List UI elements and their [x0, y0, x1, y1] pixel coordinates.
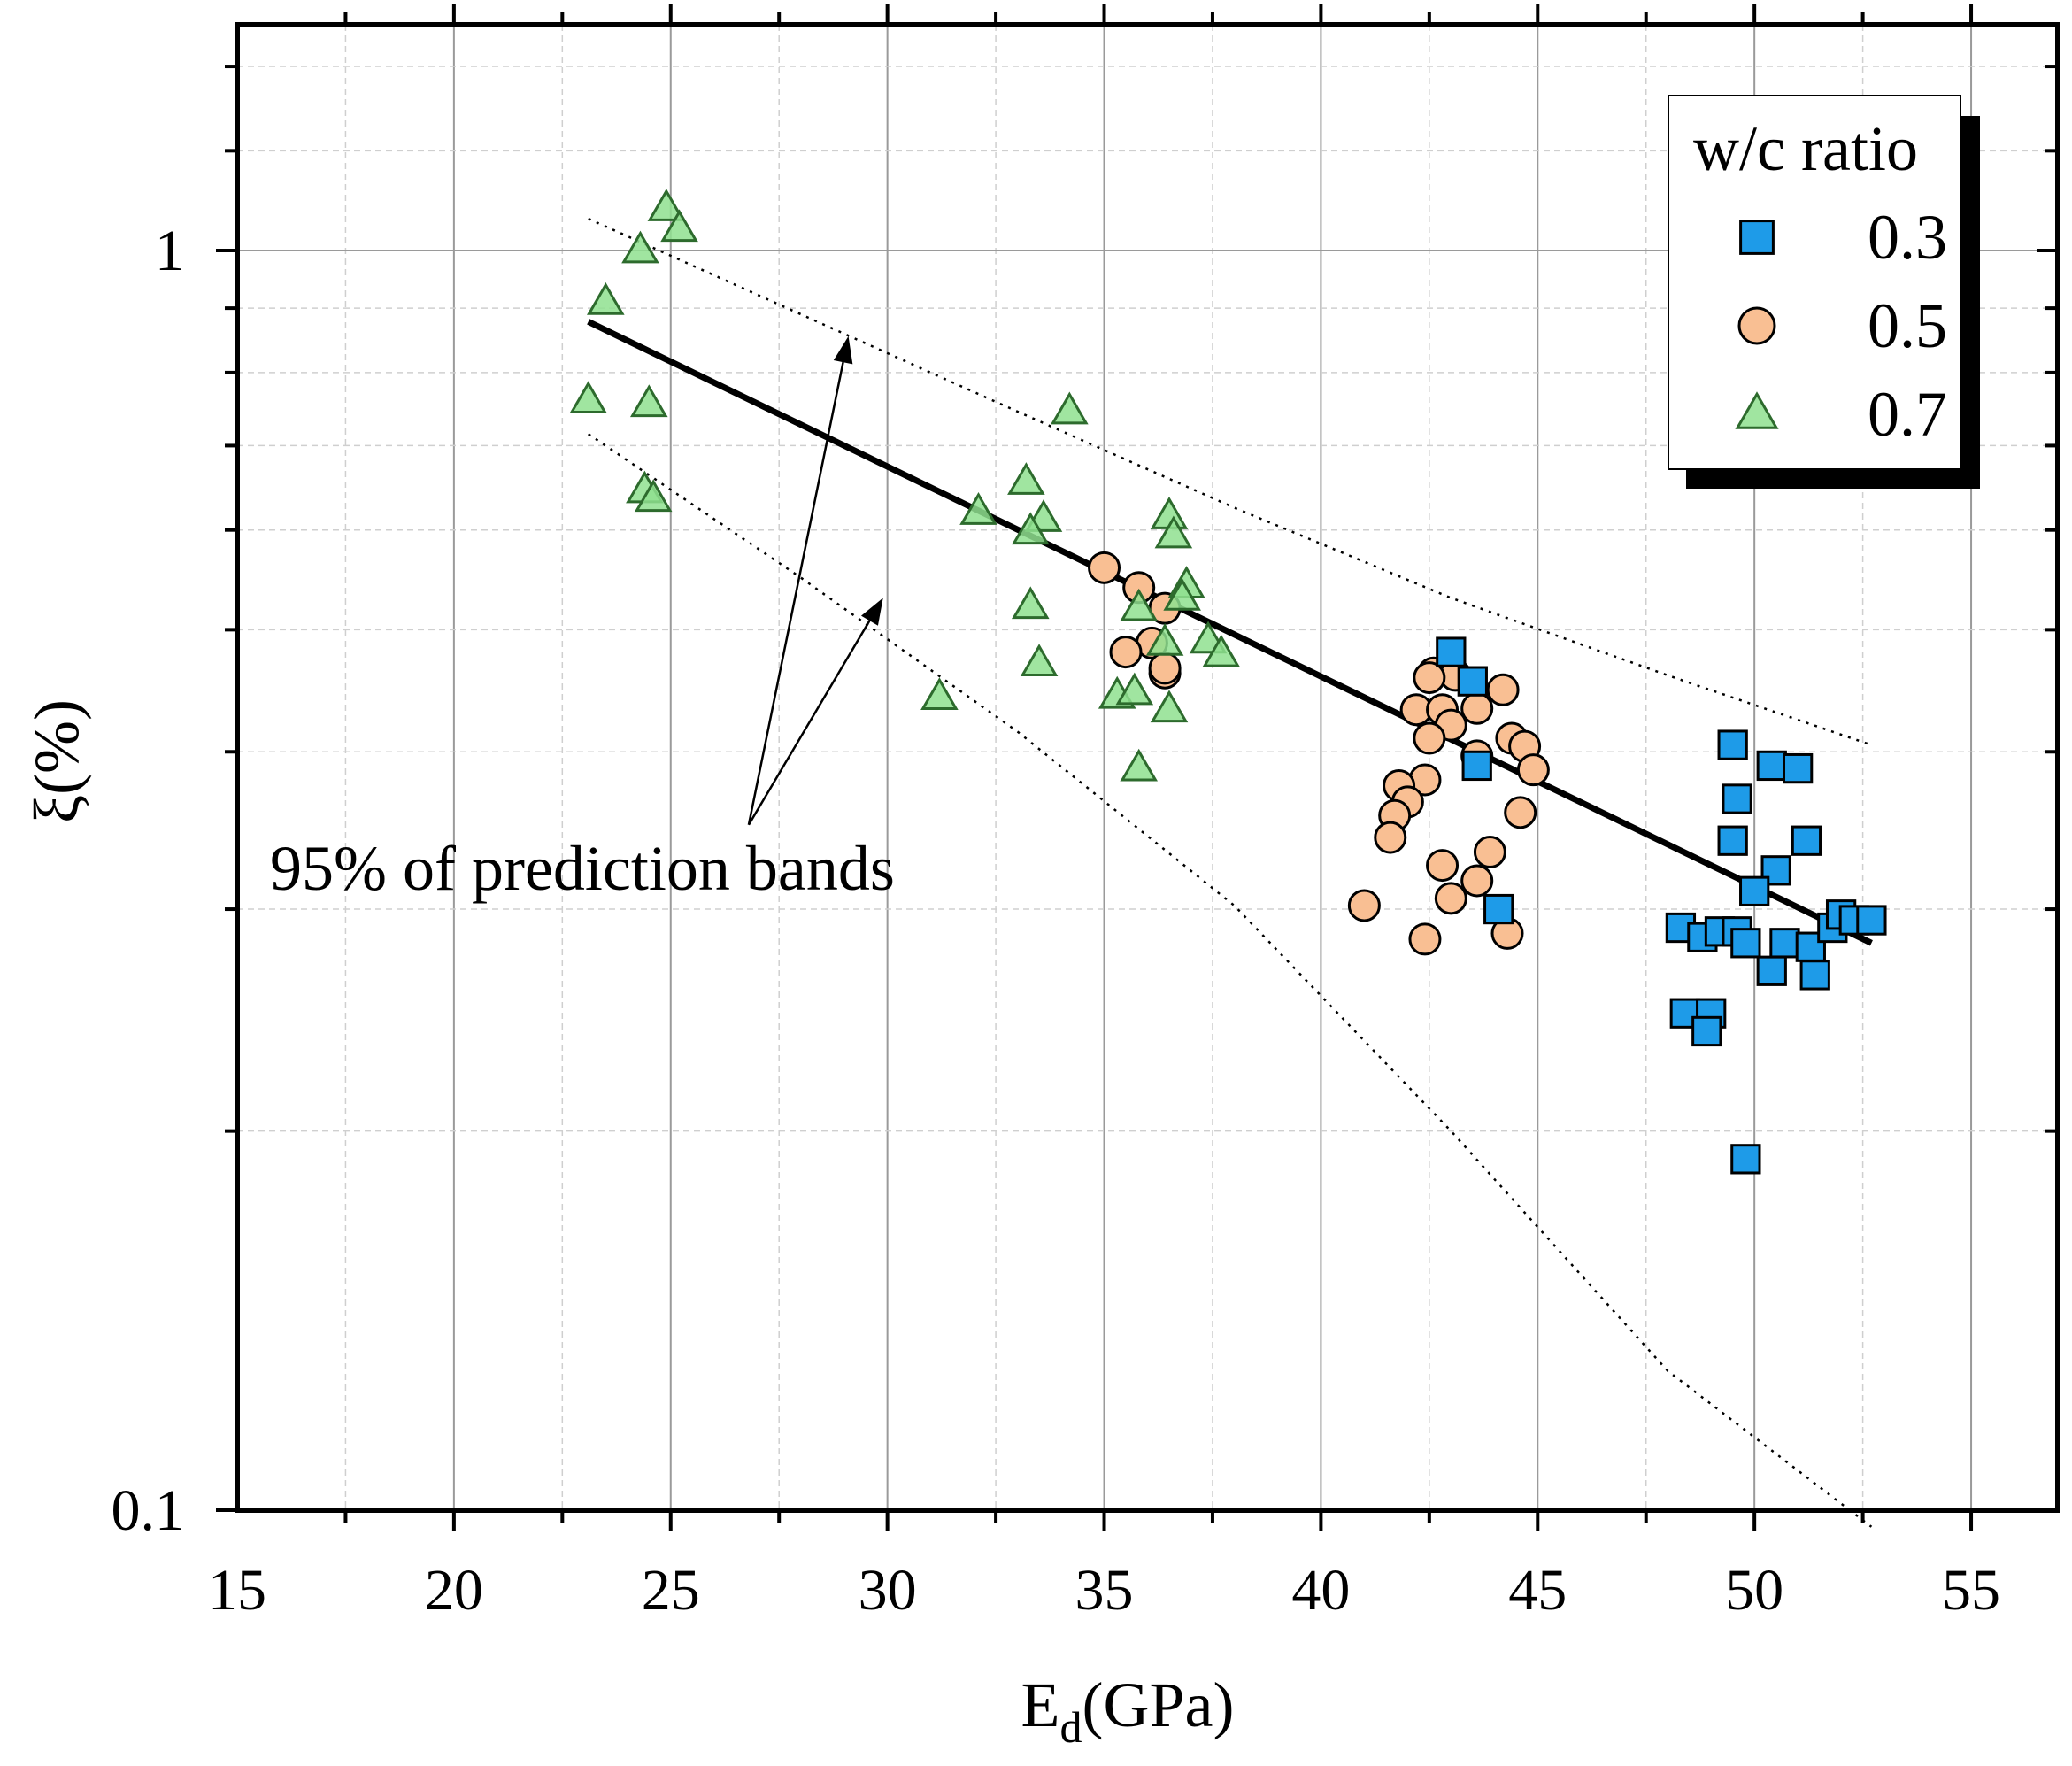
- data-point-square: [1799, 960, 1830, 991]
- x-axis-title-main: E: [1021, 1670, 1060, 1740]
- legend-label: 0.5: [1868, 290, 1947, 361]
- data-point-circle: [1374, 821, 1407, 854]
- data-point-triangle: [1120, 588, 1159, 621]
- data-point-circle: [1413, 721, 1446, 755]
- data-point-triangle: [1051, 391, 1089, 425]
- data-points: [569, 189, 1887, 1175]
- data-point-square: [1730, 1144, 1761, 1175]
- prediction-bands: [588, 217, 1873, 1528]
- data-point-triangle: [959, 492, 997, 525]
- x-tick-label: 45: [1508, 1558, 1567, 1623]
- data-point-triangle: [621, 230, 659, 264]
- x-axis-title-unit: (GPa): [1082, 1670, 1235, 1740]
- x-tick-label: 35: [1075, 1558, 1134, 1623]
- annotation-arrow-head: [860, 598, 883, 626]
- legend-marker-triangle: [1735, 391, 1779, 429]
- data-point-square: [1722, 783, 1752, 814]
- legend-marker-circle: [1737, 306, 1776, 345]
- data-point-triangle: [634, 479, 673, 513]
- annotation-text: 95% of prediction bands: [270, 833, 895, 904]
- fit-line-group: [587, 319, 1873, 946]
- data-point-square: [1717, 729, 1748, 760]
- data-point-circle: [1473, 836, 1506, 869]
- data-point-circle: [1088, 551, 1121, 584]
- x-axis-title-subscript: d: [1060, 1702, 1082, 1752]
- data-point-circle: [1148, 652, 1182, 685]
- y-tick-label: 1: [155, 219, 184, 283]
- data-point-circle: [1347, 889, 1381, 922]
- data-point-square: [1791, 825, 1822, 856]
- data-point-circle: [1109, 636, 1143, 669]
- data-point-triangle: [1202, 634, 1241, 667]
- legend: w/c ratio 0.3 0.5 0.7: [1668, 95, 1980, 489]
- data-point-circle: [1413, 661, 1446, 695]
- x-tick-label: 30: [859, 1558, 917, 1623]
- legend-marker-square: [1739, 220, 1775, 255]
- x-axis-title: Ed(GPa): [1021, 1670, 1235, 1752]
- data-point-square: [1717, 825, 1748, 856]
- data-point-circle: [1504, 796, 1537, 829]
- data-point-square: [1730, 928, 1761, 959]
- data-point-square: [1756, 750, 1787, 782]
- data-point-triangle: [629, 384, 668, 418]
- data-point-triangle: [1154, 515, 1193, 549]
- legend-entries: 0.3 0.5 0.7: [1735, 202, 1947, 450]
- data-point-circle: [1426, 849, 1460, 883]
- x-tick-label: 40: [1291, 1558, 1350, 1623]
- x-tick-label: 25: [642, 1558, 700, 1623]
- legend-box: [1668, 95, 1961, 470]
- data-point-triangle: [1115, 672, 1154, 706]
- data-point-triangle: [1020, 644, 1059, 677]
- data-point-circle: [1516, 753, 1550, 787]
- data-point-circle: [1460, 864, 1494, 898]
- y-tick-label: 0.1: [112, 1478, 185, 1543]
- data-point-triangle: [1011, 512, 1050, 545]
- data-point-triangle: [647, 189, 686, 221]
- data-point-triangle: [1150, 690, 1189, 723]
- plot-frame: [235, 22, 2060, 1513]
- data-point-triangle: [1007, 462, 1045, 495]
- data-point-square: [1457, 666, 1488, 697]
- data-point-square: [1739, 875, 1770, 906]
- x-tick-label: 20: [425, 1558, 483, 1623]
- x-tick-label: 50: [1725, 1558, 1783, 1623]
- x-tick-label: 55: [1942, 1558, 2000, 1623]
- x-tick-label: 15: [208, 1558, 266, 1623]
- data-point-square: [1769, 928, 1800, 959]
- legend-title: w/c ratio: [1693, 113, 1918, 184]
- data-point-triangle: [569, 381, 608, 414]
- data-point-circle: [1408, 922, 1442, 956]
- data-point-square: [1856, 905, 1887, 936]
- data-point-square: [1461, 750, 1492, 782]
- data-point-square: [1483, 893, 1514, 925]
- annotation-arrow-head: [833, 335, 853, 365]
- data-point-triangle: [586, 281, 625, 315]
- axis-ticks: 15 20 25 30 35 40 45 50 55 0.1 1: [112, 4, 2058, 1623]
- prediction-band-lower: [588, 433, 1873, 1528]
- y-axis-title: ξ(%): [21, 699, 92, 823]
- data-point-square: [1783, 752, 1814, 784]
- data-point-triangle: [1011, 586, 1050, 620]
- fit-line: [587, 319, 1873, 946]
- data-point-circle: [1460, 691, 1494, 725]
- data-point-triangle: [1145, 623, 1184, 656]
- annotation-arrow-shaft: [747, 620, 871, 826]
- data-point-triangle: [660, 209, 698, 243]
- annotation-arrows: [747, 335, 883, 826]
- data-point-square: [1436, 636, 1467, 667]
- data-point-triangle: [920, 677, 959, 710]
- data-point-triangle: [1163, 577, 1201, 611]
- legend-label: 0.3: [1868, 202, 1947, 273]
- data-point-triangle: [1120, 748, 1159, 782]
- data-point-square: [1691, 1015, 1722, 1047]
- data-point-circle: [1434, 882, 1467, 915]
- data-point-circle: [1486, 673, 1520, 706]
- annotation-arrow-shaft: [747, 361, 844, 826]
- data-point-square: [1756, 955, 1787, 986]
- legend-label: 0.7: [1868, 379, 1947, 450]
